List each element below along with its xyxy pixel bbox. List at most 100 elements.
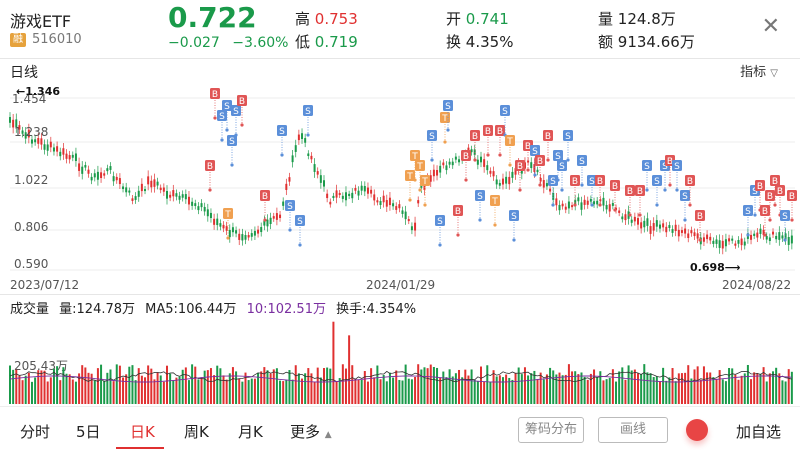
svg-text:B: B <box>757 182 763 192</box>
svg-text:S: S <box>297 217 303 227</box>
svg-text:S: S <box>745 207 751 217</box>
low-stat: 低 0.719 <box>295 31 358 52</box>
chevron-down-icon: ▽ <box>770 68 778 79</box>
svg-text:B: B <box>537 157 543 167</box>
y-tick-1: 1.454 <box>12 92 47 106</box>
svg-text:S: S <box>555 152 561 162</box>
close-icon[interactable]: ✕ <box>761 14 780 39</box>
tab-month-k[interactable]: 月K <box>238 423 263 441</box>
tab-day-k[interactable]: 日K <box>130 423 155 441</box>
tab-more-label: 更多 <box>290 423 321 441</box>
y-tick-5: 0.590 <box>14 257 49 271</box>
max-price-value: 1.346 <box>25 85 61 98</box>
svg-text:B: B <box>572 177 578 187</box>
svg-text:S: S <box>654 177 660 187</box>
caret-up-icon: ▲ <box>324 430 332 440</box>
svg-text:S: S <box>429 132 435 142</box>
svg-text:B: B <box>472 132 478 142</box>
indicator-button[interactable]: 指标 ▽ <box>740 61 778 80</box>
min-price-value: 0.698 <box>690 261 725 274</box>
volume-ma5: MA5:106.44万 <box>145 302 237 317</box>
svg-text:B: B <box>545 132 551 142</box>
open-stat: 开 0.741 <box>446 8 509 29</box>
svg-text:B: B <box>687 177 693 187</box>
svg-text:S: S <box>229 137 235 147</box>
x-tick-mid: 2024/01/29 <box>366 278 436 292</box>
etf-code: 516010 <box>32 32 82 47</box>
svg-text:T: T <box>491 197 498 207</box>
kline-divider <box>0 294 800 295</box>
tab-5day[interactable]: 5日 <box>76 423 101 441</box>
amount-stat: 额 9134.66万 <box>598 31 695 52</box>
svg-text:B: B <box>637 187 643 197</box>
volume-chart[interactable] <box>0 312 800 404</box>
svg-text:S: S <box>279 127 285 137</box>
volume-label: 量 <box>598 10 614 28</box>
svg-text:B: B <box>767 192 773 202</box>
svg-text:S: S <box>305 107 311 117</box>
y-tick-4: 0.806 <box>14 220 49 234</box>
min-price-marker: 0.698⟶ <box>690 261 741 274</box>
chip-distribution-button[interactable]: 筹码分布 <box>518 417 584 443</box>
svg-text:S: S <box>224 102 230 112</box>
volume-ma-lines <box>9 370 793 383</box>
svg-text:S: S <box>511 212 517 222</box>
volume-stat: 量 124.8万 <box>598 8 676 29</box>
kline-period-label: 日线 <box>10 65 38 81</box>
high-label: 高 <box>295 10 311 28</box>
turnover-label: 换 <box>446 33 462 51</box>
record-dot-icon[interactable] <box>686 419 708 441</box>
volume-value: 124.8万 <box>617 10 676 28</box>
add-watchlist-button[interactable]: 加自选 <box>736 423 782 441</box>
svg-text:B: B <box>455 207 461 217</box>
svg-text:S: S <box>477 192 483 202</box>
svg-text:B: B <box>497 127 503 137</box>
svg-text:S: S <box>219 112 225 122</box>
amount-label: 额 <box>598 33 614 51</box>
tab-week-k[interactable]: 周K <box>184 423 209 441</box>
svg-text:S: S <box>752 187 758 197</box>
high-value: 0.753 <box>314 10 358 28</box>
svg-text:S: S <box>589 177 595 187</box>
tab-more[interactable]: 更多 ▲ <box>290 421 332 442</box>
volume-ma10: 10:102.51万 <box>246 302 326 317</box>
svg-text:T: T <box>224 210 231 220</box>
etf-name: 游戏ETF <box>10 12 72 31</box>
price-change: −0.027 −3.60% <box>168 35 288 51</box>
last-price: 0.722 <box>168 1 257 34</box>
svg-text:B: B <box>772 177 778 187</box>
svg-text:S: S <box>437 217 443 227</box>
svg-text:B: B <box>212 90 218 100</box>
turnover-value: 4.35% <box>465 33 514 51</box>
svg-text:B: B <box>463 152 469 162</box>
svg-text:S: S <box>579 157 585 167</box>
low-label: 低 <box>295 33 311 51</box>
max-price-marker: ←1.346 <box>16 85 61 98</box>
y-tick-2: 1.238 <box>14 125 49 139</box>
open-label: 开 <box>446 10 462 28</box>
svg-text:S: S <box>502 107 508 117</box>
svg-text:S: S <box>445 102 451 112</box>
svg-text:B: B <box>667 157 673 167</box>
svg-text:S: S <box>565 132 571 142</box>
tab-minute[interactable]: 分时 <box>20 423 51 441</box>
margin-badge: 融 <box>10 33 26 47</box>
svg-text:B: B <box>485 127 491 137</box>
draw-line-button[interactable]: 画线 <box>598 417 668 443</box>
volume-bars <box>9 321 793 404</box>
svg-text:B: B <box>627 187 633 197</box>
svg-text:B: B <box>525 142 531 152</box>
svg-text:S: S <box>532 147 538 157</box>
amount-value: 9134.66万 <box>617 33 695 51</box>
svg-text:B: B <box>597 177 603 187</box>
svg-text:B: B <box>517 162 523 172</box>
change-percent: −3.60% <box>232 35 289 51</box>
svg-text:S: S <box>287 202 293 212</box>
svg-text:B: B <box>789 192 795 202</box>
svg-text:B: B <box>697 212 703 222</box>
svg-text:T: T <box>411 152 418 162</box>
svg-text:S: S <box>559 162 565 172</box>
svg-text:B: B <box>207 162 213 172</box>
